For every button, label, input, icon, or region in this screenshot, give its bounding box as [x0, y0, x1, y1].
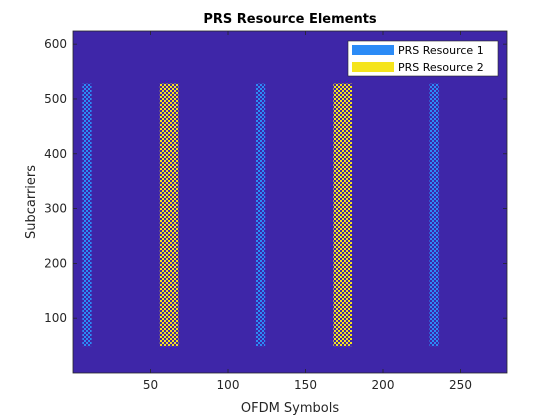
- x-tick-label-250: 250: [449, 378, 472, 392]
- plot-area: [73, 31, 507, 373]
- x-axis-label: OFDM Symbols: [241, 401, 339, 416]
- legend-label-prs-resource-2: PRS Resource 2: [398, 61, 484, 74]
- y-tick-label-100: 100: [44, 311, 67, 325]
- legend: PRS Resource 1 PRS Resource 2: [347, 40, 499, 77]
- prs-resource-1-block-1: [82, 83, 92, 347]
- y-tick-label-200: 200: [44, 256, 67, 270]
- x-tick-label-150: 150: [294, 378, 317, 392]
- prs-resource-2-block-1: [159, 83, 179, 347]
- chart-title: PRS Resource Elements: [203, 12, 377, 27]
- x-tick-label-100: 100: [217, 378, 240, 392]
- y-axis-ticks: 100 200 300 400 500 600: [44, 37, 507, 325]
- y-tick-label-400: 400: [44, 147, 67, 161]
- y-tick-label-300: 300: [44, 202, 67, 216]
- plot-frame: [72, 30, 508, 374]
- prs-resource-1-block-3: [429, 83, 439, 347]
- prs-resource-1-block-2: [255, 83, 266, 347]
- legend-swatch-prs-resource-2: [352, 62, 394, 72]
- x-axis-ticks: 50 100 150 200 250: [143, 31, 472, 392]
- y-tick-label-500: 500: [44, 92, 67, 106]
- x-tick-label-50: 50: [143, 378, 158, 392]
- y-tick-label-600: 600: [44, 37, 67, 51]
- legend-label-prs-resource-1: PRS Resource 1: [398, 44, 484, 57]
- data-marks: [82, 83, 439, 347]
- y-axis-label: Subcarriers: [24, 165, 39, 239]
- x-tick-label-200: 200: [372, 378, 395, 392]
- prs-resource-2-block-2: [333, 83, 352, 347]
- legend-swatch-prs-resource-1: [352, 45, 394, 55]
